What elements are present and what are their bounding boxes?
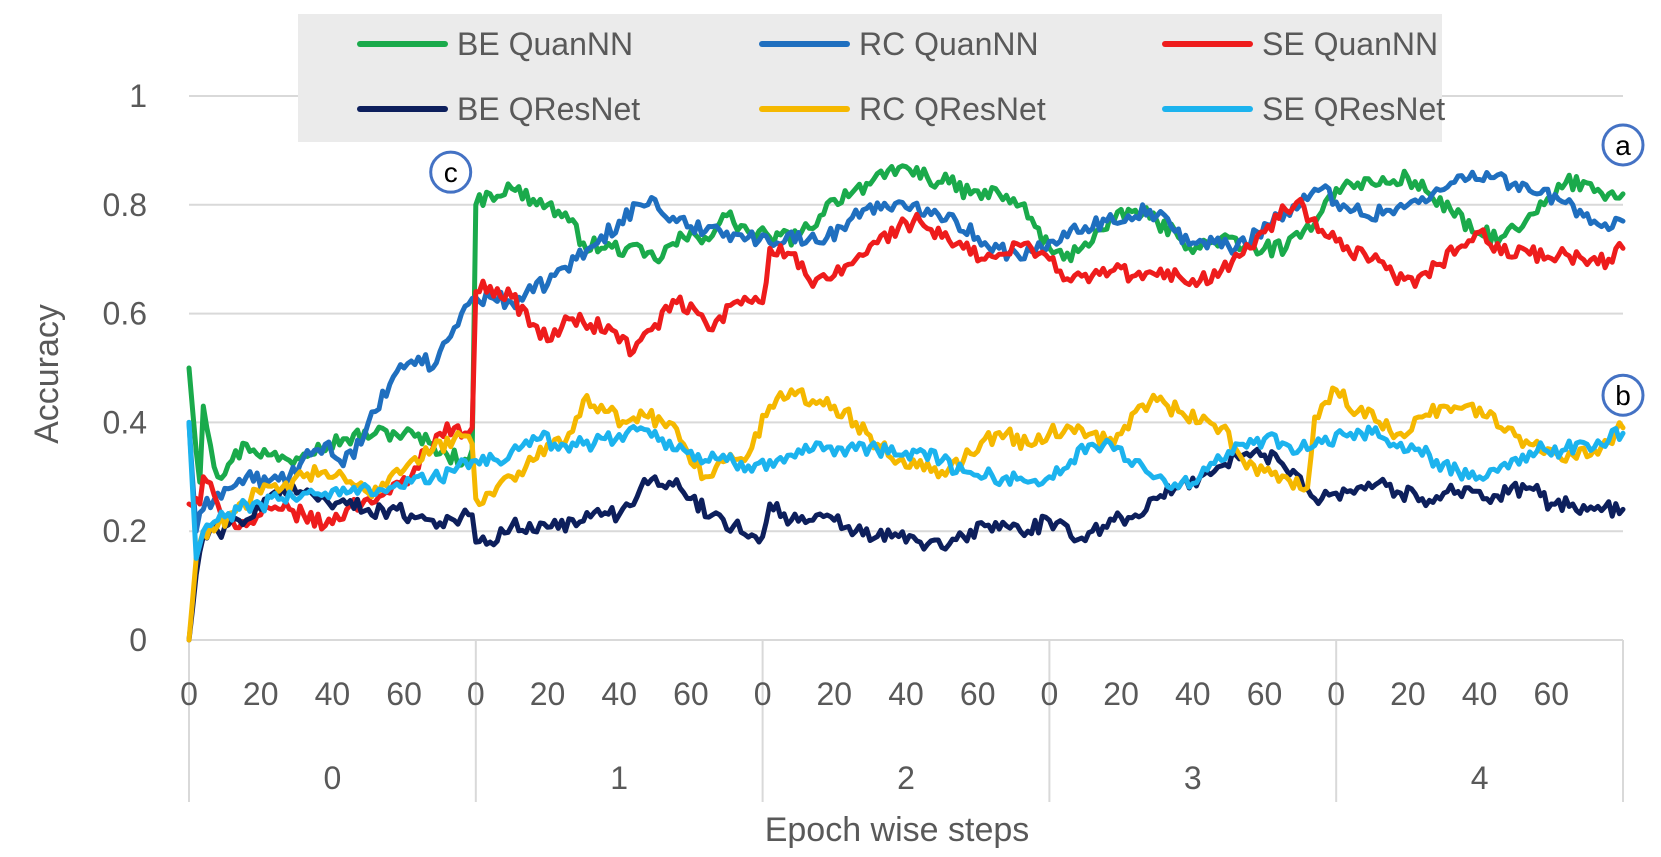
x-step-tick-label: 60 — [386, 676, 422, 712]
legend-label: BE QResNet — [457, 91, 640, 127]
x-step-tick-label: 0 — [1041, 676, 1059, 712]
legend-label: BE QuanNN — [457, 26, 633, 62]
annotation-label: b — [1615, 380, 1631, 411]
y-tick-labels: 0 0.2 0.4 0.6 0.8 1 — [103, 78, 147, 658]
annotation-marker-a — [1601, 123, 1645, 167]
legend-label: SE QuanNN — [1262, 26, 1438, 62]
annotation-label: c — [444, 157, 458, 188]
annotation-marker-b — [1601, 373, 1645, 417]
x-step-tick-label: 20 — [243, 676, 279, 712]
x-step-tick-label: 60 — [1247, 676, 1283, 712]
x-step-tick-label: 20 — [1390, 676, 1426, 712]
x-epoch-label: 4 — [1471, 760, 1489, 796]
x-step-tick-label: 60 — [960, 676, 996, 712]
x-step-tick-label: 20 — [817, 676, 853, 712]
x-epoch-label: 0 — [324, 760, 342, 796]
x-step-tick-label: 40 — [1462, 676, 1498, 712]
x-step-tick-label: 0 — [754, 676, 772, 712]
x-step-tick-label: 60 — [673, 676, 709, 712]
x-epoch-label: 3 — [1184, 760, 1202, 796]
series-line-se-qresnet — [186, 419, 1626, 561]
x-step-tick-label: 40 — [315, 676, 351, 712]
legend-label: SE QResNet — [1262, 91, 1445, 127]
x-step-tick-label: 20 — [530, 676, 566, 712]
x-step-tick-label: 40 — [601, 676, 637, 712]
legend-label: RC QResNet — [859, 91, 1046, 127]
legend-box — [298, 14, 1442, 142]
y-tick-label: 0.2 — [103, 513, 147, 549]
annotation-marker-c — [429, 150, 473, 194]
y-tick-label: 0.8 — [103, 187, 147, 223]
legend: BE QuanNN RC QuanNN SE QuanNN BE QResNet RC … — [298, 14, 1445, 142]
x-epoch-label: 2 — [897, 760, 915, 796]
y-tick-label: 0.4 — [103, 404, 147, 440]
y-tick-label: 0 — [129, 622, 147, 658]
y-tick-label: 0.6 — [103, 296, 147, 332]
x-step-tick-label: 20 — [1103, 676, 1139, 712]
series-line-be-qresnet — [186, 446, 1626, 643]
y-tick-label: 1 — [129, 78, 147, 114]
x-step-tick-label: 60 — [1534, 676, 1570, 712]
x-step-tick-label: 0 — [1327, 676, 1345, 712]
x-axis — [188, 639, 1624, 802]
x-axis-title: Epoch wise steps — [765, 811, 1030, 849]
series-line-be-quannn — [186, 163, 1626, 485]
series-line-rc-quannn — [186, 169, 1626, 534]
annotation-markers: a b c — [429, 123, 1645, 417]
x-epoch-label: 1 — [610, 760, 628, 796]
y-axis-title: Accuracy — [28, 304, 66, 444]
series-lines — [186, 163, 1626, 643]
annotation-label: a — [1615, 130, 1631, 161]
legend-label: RC QuanNN — [859, 26, 1039, 62]
x-step-tick-label: 0 — [467, 676, 485, 712]
x-step-tick-label: 0 — [180, 676, 198, 712]
series-line-rc-qresnet — [186, 385, 1626, 643]
x-step-tick-label: 40 — [1175, 676, 1211, 712]
x-step-tick-label: 40 — [888, 676, 924, 712]
